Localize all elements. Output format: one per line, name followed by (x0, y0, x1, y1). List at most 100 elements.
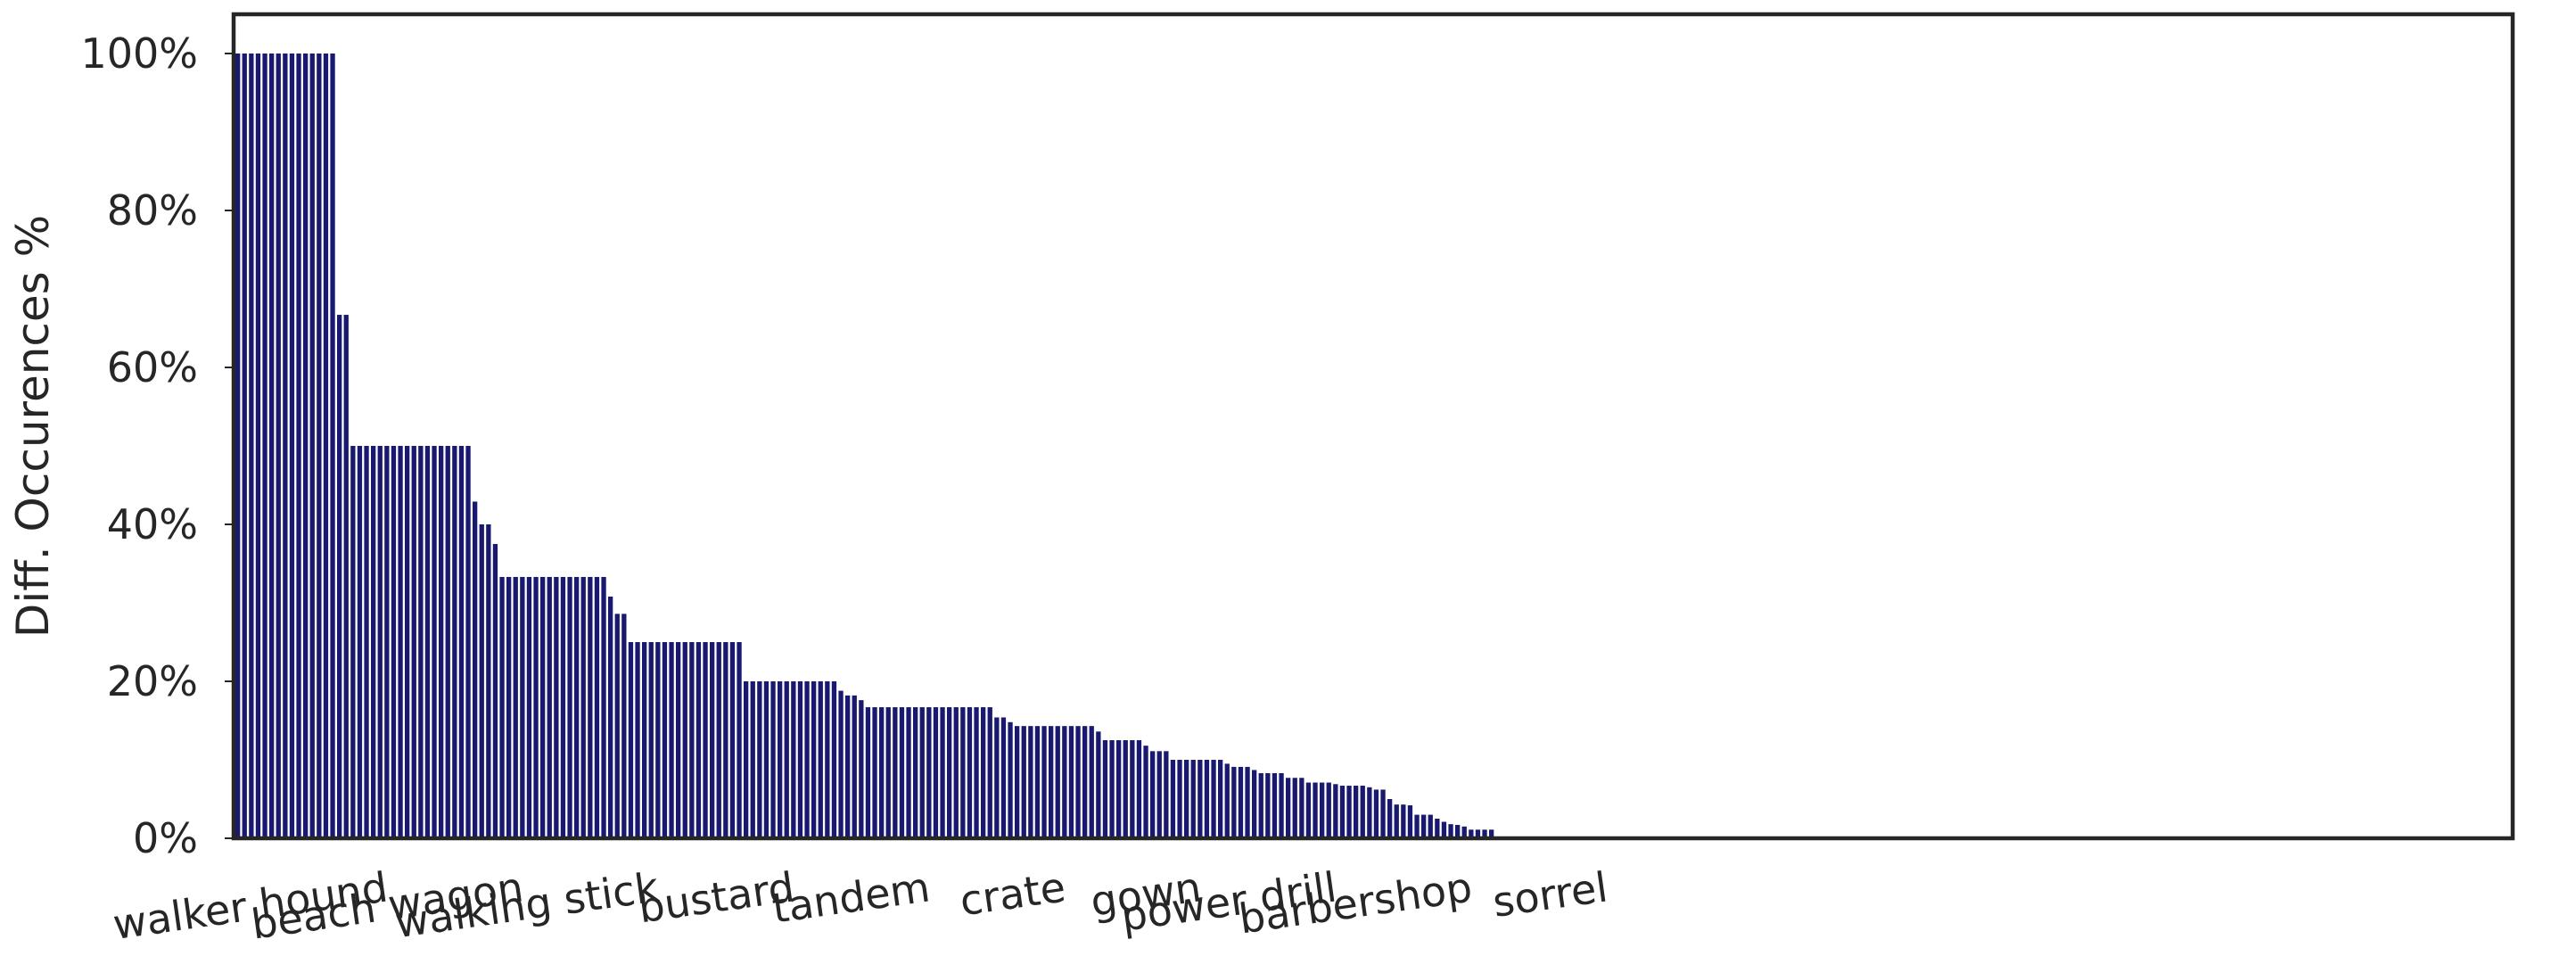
bar (953, 707, 959, 838)
bar (1414, 814, 1420, 838)
bar (811, 681, 817, 838)
bar (1258, 772, 1263, 838)
bar (350, 446, 356, 838)
bar (540, 576, 546, 838)
bars-group (235, 54, 1494, 838)
bar (750, 681, 755, 838)
bar (1469, 829, 1474, 838)
bar (1015, 726, 1020, 838)
bar (1421, 814, 1427, 838)
plot-frame (231, 12, 2515, 841)
bar (1184, 760, 1189, 838)
bar (276, 54, 281, 838)
bar (601, 576, 606, 838)
bar (628, 642, 634, 838)
bar (296, 54, 301, 838)
bar (913, 707, 918, 838)
bar (520, 576, 525, 838)
bar (872, 707, 877, 838)
x-tick-label: tandem (770, 862, 933, 932)
bar (499, 576, 505, 838)
bar (791, 681, 796, 838)
bar (255, 54, 261, 838)
bar (1252, 770, 1257, 838)
bar (594, 576, 600, 838)
y-tick-label: 20% (107, 657, 198, 705)
bar (1448, 824, 1453, 838)
bar (567, 576, 572, 838)
bar (1034, 726, 1041, 838)
bar (797, 681, 803, 838)
bar (506, 576, 512, 838)
bar (1435, 819, 1440, 838)
bar (384, 446, 390, 838)
bar (1089, 726, 1094, 838)
bar (703, 642, 708, 838)
bar (1062, 726, 1067, 838)
bar (1130, 740, 1135, 838)
bar (1461, 826, 1467, 838)
x-tick-label: crate (957, 862, 1068, 925)
bar (473, 501, 478, 838)
bar (580, 576, 586, 838)
bar (1197, 760, 1203, 838)
bar (804, 681, 810, 838)
bar (1475, 829, 1481, 838)
bar (784, 681, 789, 838)
bar (533, 576, 539, 838)
bar (885, 707, 891, 838)
bar (1211, 760, 1216, 838)
bar (635, 642, 640, 838)
bar (1482, 829, 1487, 838)
y-tick-label: 40% (107, 500, 198, 548)
bar (1320, 782, 1325, 838)
bar (323, 54, 329, 838)
bar (513, 576, 518, 838)
bar (1055, 726, 1060, 838)
bar (411, 446, 416, 838)
bar (343, 315, 349, 838)
bar (303, 54, 309, 838)
bar (981, 707, 986, 838)
x-tick-label: sorrel (1490, 862, 1610, 926)
bar (1367, 787, 1372, 838)
bar (526, 576, 532, 838)
bar (574, 576, 580, 838)
bar (1000, 717, 1007, 838)
bar (1164, 751, 1169, 838)
y-tick-label: 100% (80, 29, 198, 78)
bar (919, 707, 925, 838)
bar (737, 642, 742, 838)
bar (486, 524, 491, 838)
bar (852, 695, 857, 838)
bar (1292, 778, 1297, 838)
bar (432, 446, 437, 838)
y-tick-label: 0% (133, 814, 198, 862)
bar (1394, 804, 1399, 838)
bar (547, 576, 552, 838)
bar (235, 54, 241, 838)
bar (859, 700, 864, 838)
bar (967, 707, 973, 838)
bar (1123, 740, 1128, 838)
bar (364, 446, 369, 838)
bar (1401, 804, 1406, 838)
bar (309, 54, 315, 838)
bar (1279, 772, 1284, 838)
bar (377, 446, 383, 838)
bar (1177, 760, 1182, 838)
bar (405, 446, 410, 838)
bar (418, 446, 424, 838)
bar (371, 446, 376, 838)
bar (818, 681, 823, 838)
bar (249, 54, 254, 838)
bar (621, 614, 627, 838)
bar (1245, 766, 1250, 838)
bar (676, 642, 681, 838)
bar (283, 54, 288, 838)
bar (1143, 746, 1148, 838)
bar (614, 614, 620, 838)
bar (1286, 778, 1291, 838)
bar (458, 446, 465, 838)
bar (744, 681, 749, 838)
